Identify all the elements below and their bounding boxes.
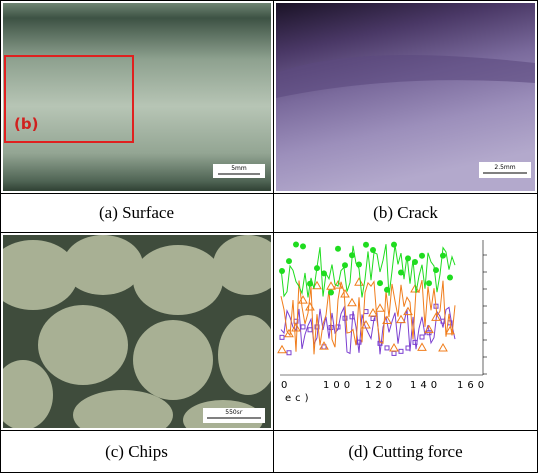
border (0, 193, 538, 194)
scale-bar-label: 5mm (231, 165, 247, 172)
caption: (b) Crack (273, 203, 538, 223)
marker (377, 280, 383, 286)
marker (307, 281, 313, 287)
marker (433, 267, 439, 273)
marker (321, 270, 327, 276)
marker (418, 343, 426, 350)
border (0, 430, 538, 431)
marker (420, 335, 424, 339)
marker (356, 261, 362, 267)
marker (440, 253, 446, 259)
marker (349, 252, 355, 258)
marker (278, 346, 286, 353)
marker (398, 270, 404, 276)
marker (279, 268, 285, 274)
marker (405, 255, 411, 261)
caption: (a) Surface (0, 203, 273, 223)
border (273, 0, 274, 473)
x-tick-label: 100 (323, 380, 354, 391)
border (0, 0, 538, 1)
marker (355, 278, 363, 285)
marker (390, 344, 398, 351)
marker (286, 258, 292, 264)
marker (301, 325, 305, 329)
marker (348, 299, 356, 306)
caption: (c) Chips (0, 442, 273, 462)
marker (412, 259, 418, 265)
x-tick-label: 0 (281, 380, 291, 391)
marker (299, 296, 307, 303)
x-tick-label: 160 (457, 380, 488, 391)
x-tick-label: 120 (365, 380, 396, 391)
caption: (d) Cutting force (273, 442, 538, 462)
marker (314, 265, 320, 271)
marker (439, 344, 447, 351)
marker (300, 243, 306, 249)
cutting-force-plot: 0 100 120 140 160 ec) (276, 235, 535, 428)
marker (392, 351, 396, 355)
x-axis-label: ec) (285, 393, 313, 404)
crack-image: 2.5mm (276, 3, 535, 191)
inset-label: (b) (14, 115, 38, 133)
marker (293, 242, 299, 248)
marker (370, 247, 376, 253)
marker (447, 275, 453, 281)
figure: (b) 5mm 2.5mm 550㏛ 0 100 120 140 160 ec) (a) … (0, 0, 538, 473)
marker (341, 290, 349, 297)
border (0, 0, 1, 473)
x-tick-label: 140 (410, 380, 441, 391)
marker (385, 346, 389, 350)
marker (426, 280, 432, 286)
scale-bar-label: 550㏛ (225, 409, 242, 416)
marker (419, 253, 425, 259)
surface-image: (b) 5mm (3, 3, 271, 191)
marker (280, 335, 284, 339)
marker (320, 342, 328, 349)
marker (384, 287, 390, 293)
marker (308, 328, 312, 332)
marker (287, 351, 291, 355)
marker (391, 242, 397, 248)
marker (335, 246, 341, 252)
marker (376, 304, 384, 311)
marker (399, 349, 403, 353)
marker (363, 242, 369, 248)
trace (281, 244, 455, 297)
chips-image: 550㏛ (3, 235, 271, 428)
border (0, 232, 538, 233)
scale-bar-label: 2.5mm (494, 164, 515, 171)
marker (342, 262, 348, 268)
marker (328, 290, 334, 296)
marker (364, 310, 368, 314)
marker (306, 303, 314, 310)
